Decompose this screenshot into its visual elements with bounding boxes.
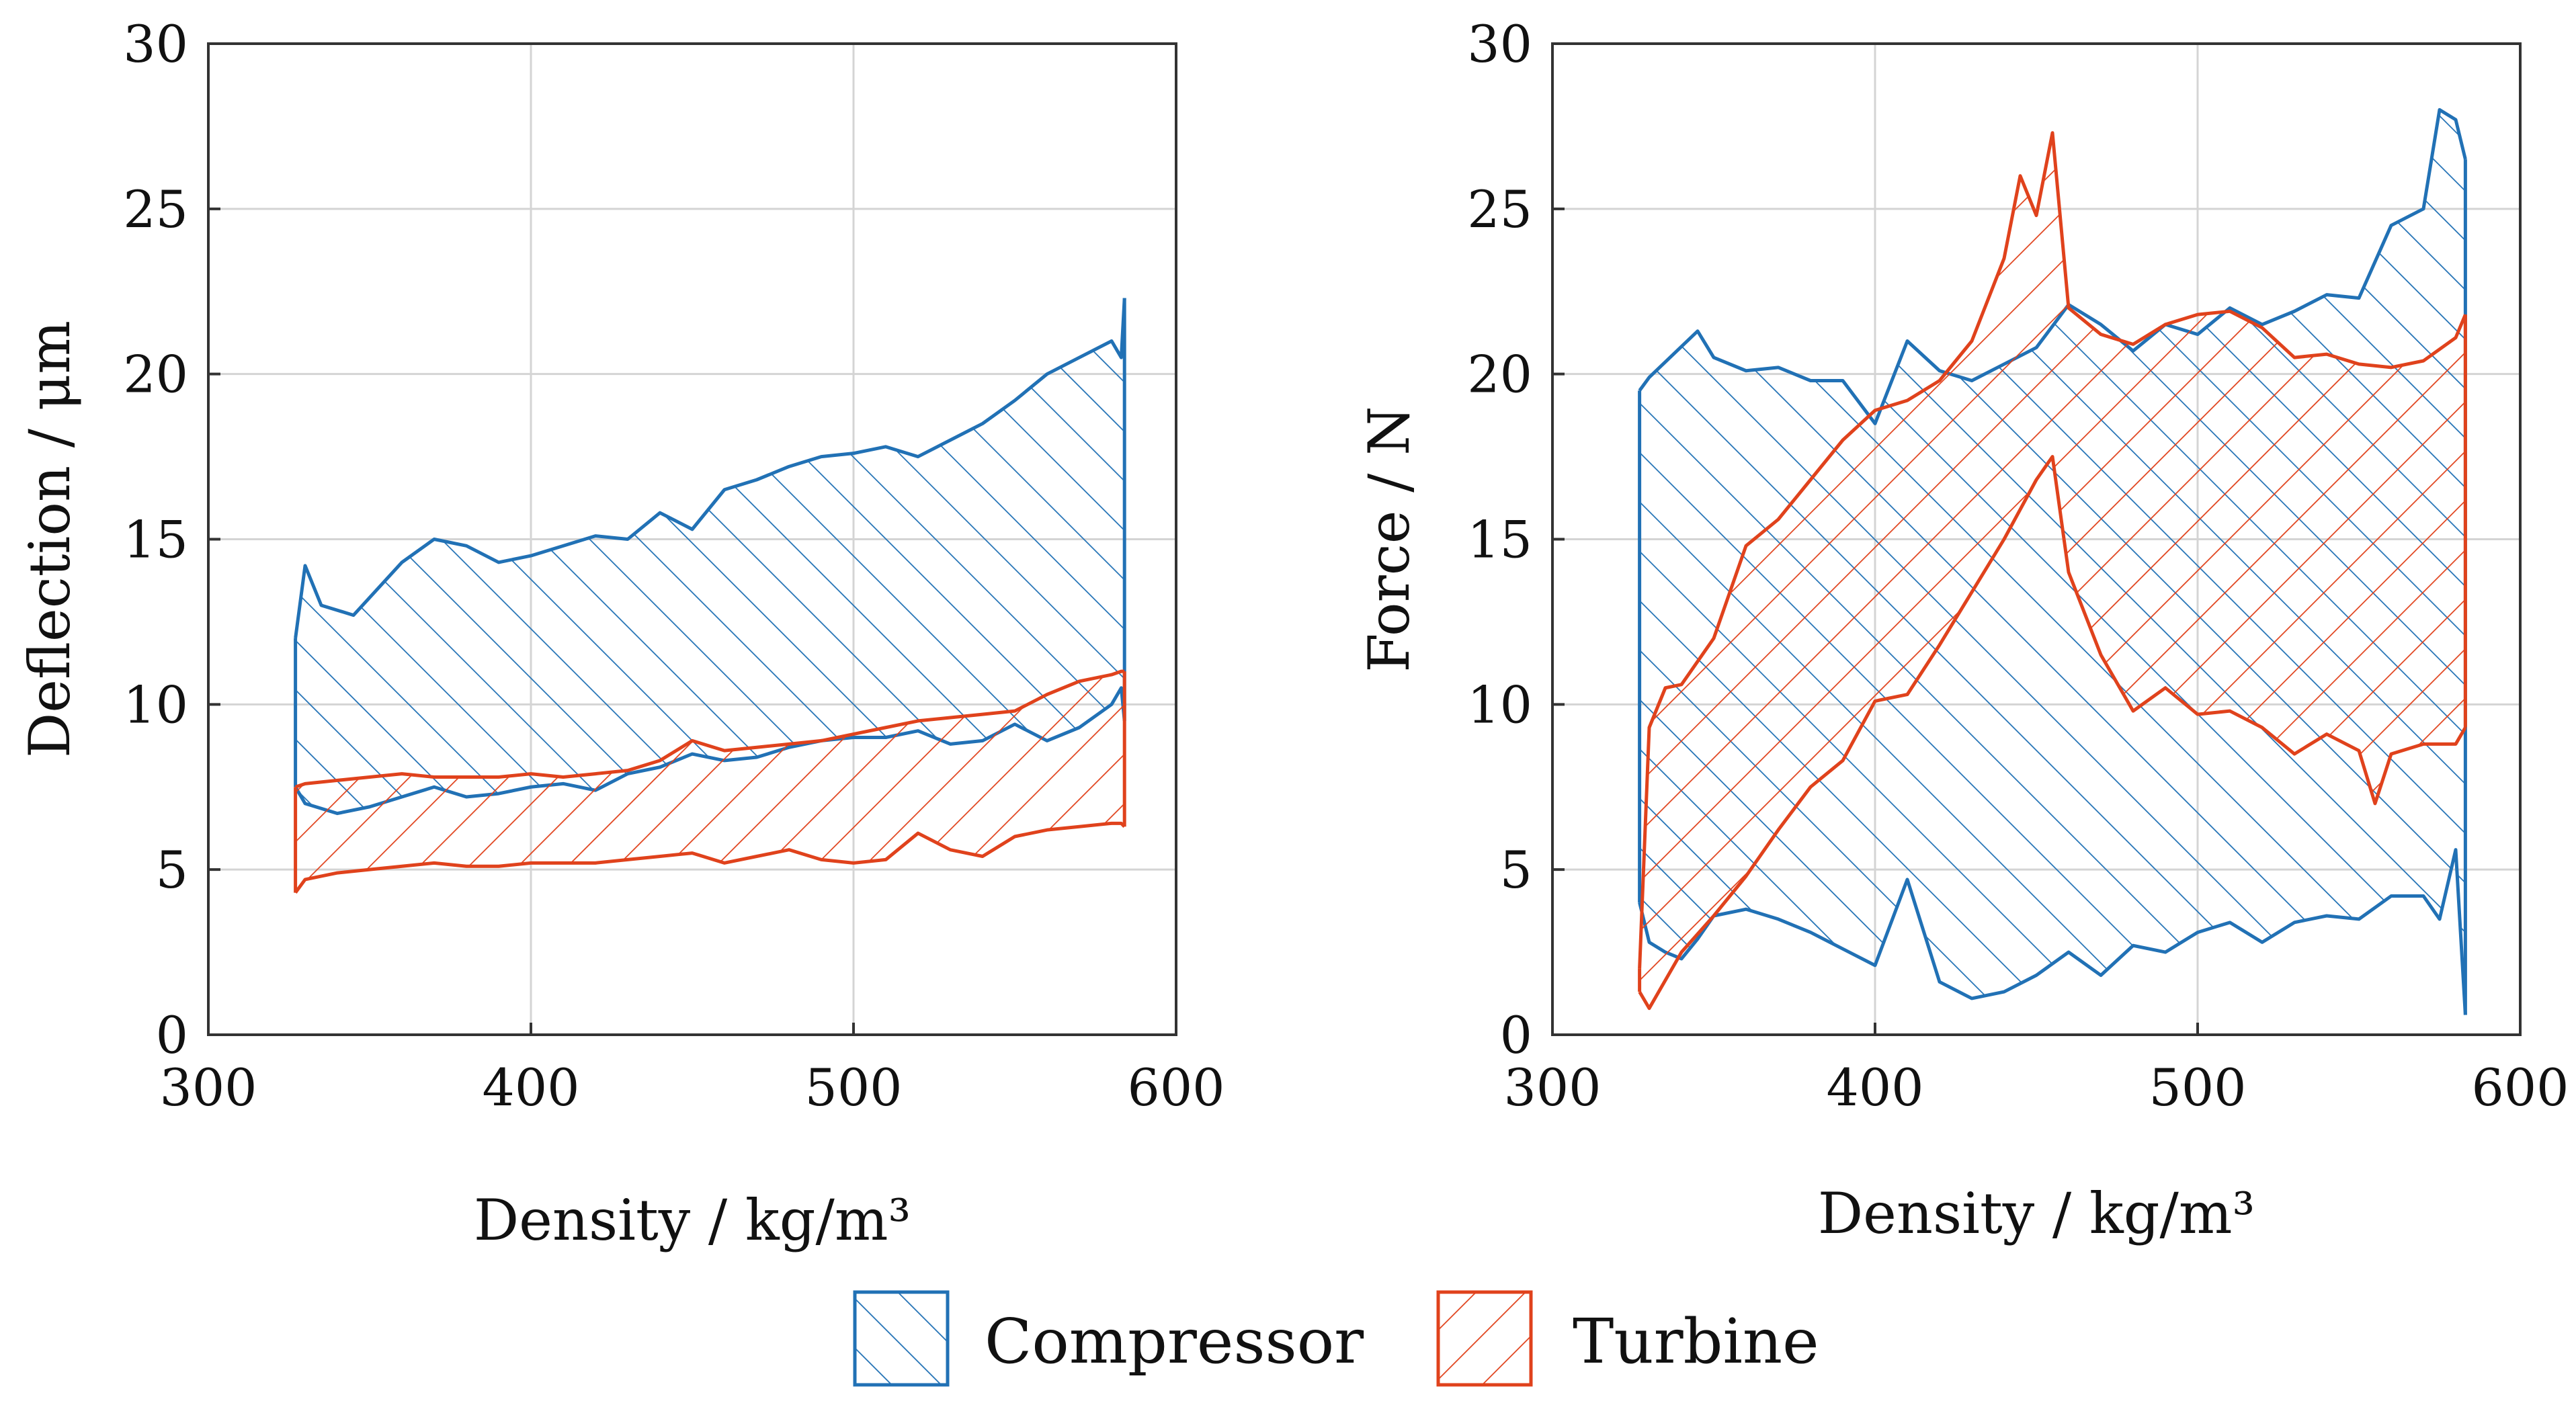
force-y-axis-title: Force / N [1356,406,1422,672]
deflection-y-tick-label-10: 10 [123,675,188,734]
force-y-tick-label-30: 30 [1467,14,1532,74]
force-y-tick-label-5: 5 [1500,840,1532,900]
deflection-tick-labels: 300 400 500 600 0 5 10 15 20 25 30 [123,14,1224,1117]
deflection-y-tick-label-15: 15 [123,510,188,570]
force-x-tick-label-500: 500 [2149,1058,2246,1117]
deflection-y-tick-label-20: 20 [123,345,188,404]
deflection-y-tick-label-5: 5 [156,840,188,900]
force-chart: 300 400 500 600 0 5 10 15 20 25 30 Density / kg/m³… [1356,14,2569,1246]
force-x-tick-label-300: 300 [1503,1058,1601,1117]
force-turbine-upper-line [1638,131,2467,969]
deflection-x-tick-label-500: 500 [804,1058,902,1117]
deflection-compressor-hatched-area [295,298,1125,814]
force-y-tick-label-15: 15 [1467,510,1532,570]
legend-swatch-compressor [853,1290,950,1387]
deflection-x-tick-label-600: 600 [1127,1058,1224,1117]
deflection-y-tick-label-30: 30 [123,14,188,74]
force-series [1638,108,2467,1015]
deflection-turbine-upper-line [294,669,1125,789]
force-turbine-hatched-area [1639,132,2466,1009]
deflection-chart: 300 400 500 600 0 5 10 15 20 25 30 Density / kg/m³… [17,14,1225,1253]
force-x-tick-label-400: 400 [1826,1058,1923,1117]
force-y-tick-label-0: 0 [1500,1005,1532,1065]
force-x-tick-label-600: 600 [2471,1058,2569,1117]
deflection-x-tick-label-400: 400 [482,1058,579,1117]
force-y-tick-label-20: 20 [1467,345,1532,404]
deflection-y-tick-label-0: 0 [156,1005,188,1065]
deflection-turbine-lower-line [294,821,1126,894]
deflection-turbine-hatched-area [295,671,1125,893]
deflection-y-axis-title: Deflection / μm [17,321,83,758]
legend: Compressor Turbine [853,1290,1819,1387]
legend-label-turbine: Turbine [1573,1306,1819,1377]
force-y-tick-label-10: 10 [1467,675,1532,734]
force-x-axis-title: Density / kg/m³ [1818,1181,2255,1246]
deflection-compressor-upper-line [294,298,1126,639]
force-y-tick-label-25: 25 [1467,179,1532,239]
deflection-x-axis-title: Density / kg/m³ [474,1187,911,1253]
legend-label-compressor: Compressor [985,1306,1364,1377]
deflection-y-tick-label-25: 25 [123,179,188,239]
deflection-x-tick-label-300: 300 [159,1058,257,1117]
force-tick-labels: 300 400 500 600 0 5 10 15 20 25 30 [1467,14,2569,1117]
legend-swatch-turbine [1436,1290,1533,1387]
force-turbine-lower-line [1638,455,2467,1011]
deflection-series [294,298,1126,894]
